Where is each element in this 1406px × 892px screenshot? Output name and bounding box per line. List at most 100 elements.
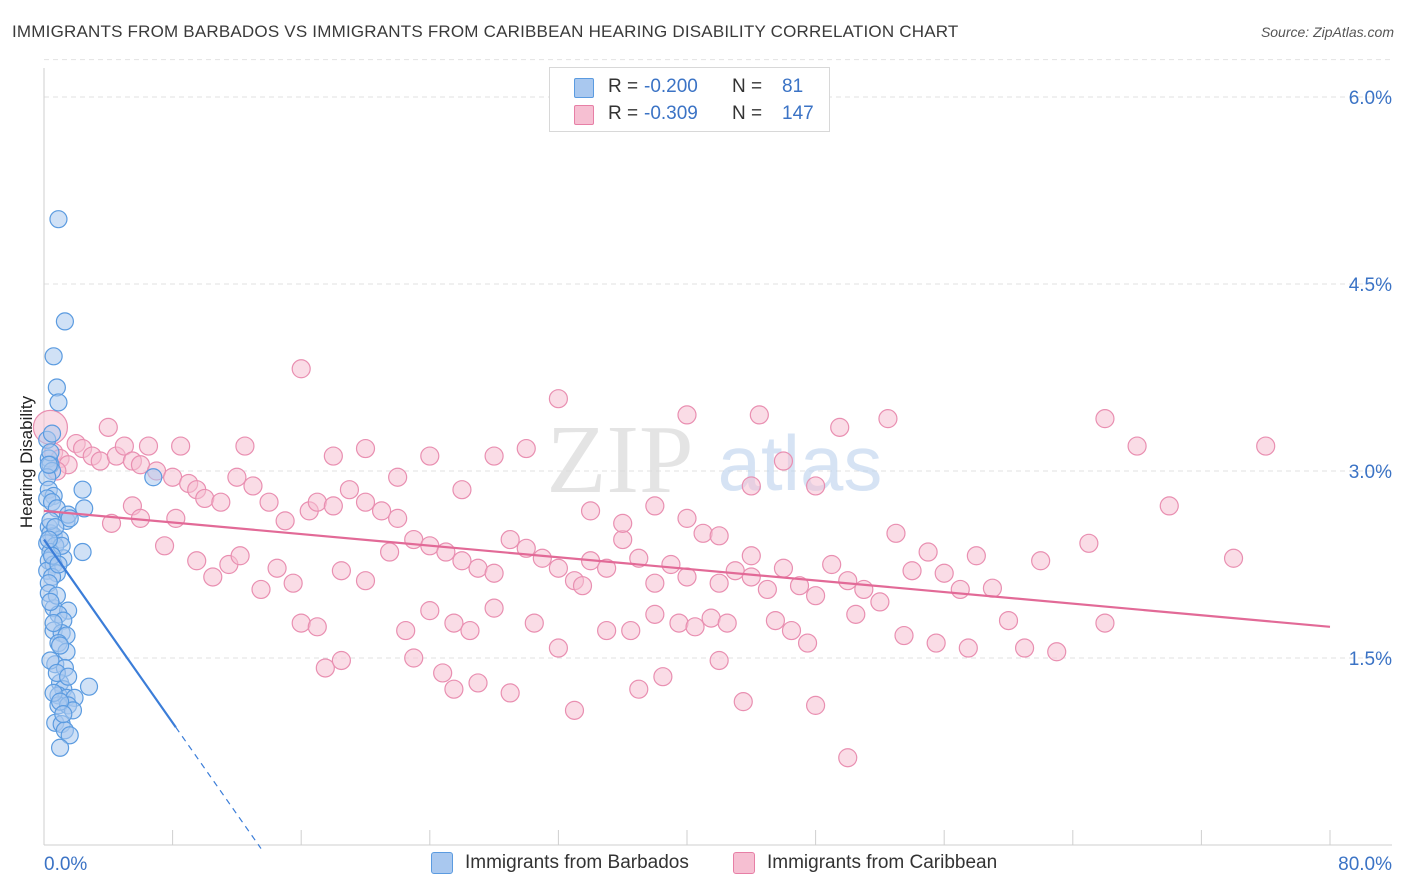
bottom-swatch-barbados — [431, 852, 453, 874]
caribbean-point — [1095, 613, 1115, 633]
caribbean-point — [918, 542, 938, 562]
barbados-point — [47, 378, 66, 397]
caribbean-point — [789, 576, 810, 596]
caribbean-point — [484, 598, 504, 618]
caribbean-point — [1159, 496, 1179, 516]
caribbean-point — [805, 695, 826, 715]
caribbean-point — [597, 558, 617, 578]
caribbean-point — [1127, 436, 1147, 456]
barbados-point — [54, 704, 73, 724]
barbados-point — [42, 424, 62, 443]
caribbean-point — [396, 620, 416, 641]
caribbean-point — [331, 650, 351, 671]
barbados-point — [73, 542, 92, 562]
caribbean-point — [444, 679, 464, 699]
caribbean-point — [661, 554, 681, 575]
caribbean-point — [741, 476, 761, 496]
caribbean-point — [966, 546, 986, 566]
caribbean-point — [323, 496, 343, 516]
caribbean-point — [98, 417, 118, 437]
caribbean-point — [805, 586, 826, 606]
barbados-point — [50, 636, 70, 655]
legend-n-value: 81 — [782, 76, 804, 97]
legend-r-value: -0.200 — [644, 76, 698, 97]
barbados-trend-line — [43, 538, 177, 728]
caribbean-point — [154, 536, 175, 556]
caribbean-point — [468, 673, 488, 693]
caribbean-point — [717, 613, 737, 633]
legend-n-label: N = — [732, 103, 763, 124]
caribbean-point — [452, 480, 472, 500]
caribbean-point — [597, 620, 617, 641]
caribbean-point — [838, 571, 858, 591]
barbados-point — [59, 667, 78, 686]
caribbean-point — [926, 633, 946, 653]
caribbean-point — [516, 438, 536, 459]
y-tick-label: 4.5% — [1349, 275, 1392, 296]
caribbean-point — [998, 610, 1019, 631]
caribbean-point — [114, 436, 134, 456]
barbados-point — [44, 613, 63, 633]
legend-row-caribbean: R = -0.309 N = 147 — [550, 101, 829, 127]
stats-legend: R = -0.200 N = 81 R = -0.309 N = 147 — [549, 67, 830, 132]
caribbean-point — [355, 492, 376, 512]
caribbean-point — [101, 513, 122, 533]
caribbean-point — [838, 748, 858, 768]
legend-n-label: N = — [732, 76, 763, 97]
caribbean-point — [315, 658, 335, 678]
caribbean-point — [709, 650, 729, 671]
bottom-swatch-caribbean — [733, 852, 755, 874]
caribbean-point — [433, 663, 453, 683]
bottom-legend-label: Immigrants from Caribbean — [767, 852, 998, 873]
caribbean-point — [749, 405, 769, 425]
caribbean-point — [548, 638, 569, 658]
watermark-zip: ZIP — [547, 406, 694, 514]
caribbean-point — [307, 617, 327, 637]
caribbean-point — [138, 436, 159, 456]
caribbean-point — [830, 417, 850, 437]
caribbean-point — [444, 613, 464, 633]
caribbean-point — [388, 508, 408, 528]
caribbean-point — [934, 563, 954, 583]
legend-r-value: -0.309 — [644, 103, 698, 124]
caribbean-trend-line — [43, 509, 1331, 628]
caribbean-point — [1014, 638, 1035, 658]
y-tick-label: 1.5% — [1349, 649, 1392, 670]
caribbean-point — [629, 679, 649, 699]
barbados-points — [38, 210, 163, 757]
caribbean-point — [693, 523, 713, 543]
caribbean-point — [307, 492, 327, 512]
barbados-point — [49, 393, 68, 412]
caribbean-point — [203, 567, 223, 587]
legend-n-value: 147 — [782, 103, 814, 124]
watermark-atlas: atlas — [718, 419, 883, 507]
x-tick-label-max: 80.0% — [1338, 854, 1392, 875]
caribbean-point — [580, 501, 601, 521]
caribbean-point — [235, 436, 255, 456]
caribbean-point — [1256, 436, 1276, 456]
caribbean-point — [171, 436, 191, 456]
caribbean-point — [227, 467, 247, 487]
caribbean-point — [291, 613, 311, 633]
caribbean-point — [773, 558, 794, 578]
caribbean-point — [267, 558, 287, 578]
caribbean-point — [243, 476, 263, 496]
caribbean-point — [685, 617, 705, 637]
gridlines — [44, 59, 1392, 659]
caribbean-point — [653, 667, 673, 687]
bottom-legend-caribbean: Immigrants from Caribbean — [733, 852, 997, 874]
caribbean-point — [822, 554, 842, 575]
caribbean-point — [548, 389, 569, 409]
caribbean-point — [291, 359, 311, 379]
caribbean-point — [765, 610, 786, 631]
caribbean-point — [275, 511, 295, 531]
barbados-point — [44, 347, 63, 366]
caribbean-point — [629, 548, 649, 568]
caribbean-point — [163, 467, 183, 487]
barbados-point — [55, 312, 74, 331]
caribbean-point — [846, 604, 866, 624]
caribbean-point — [484, 563, 504, 583]
barbados-point — [79, 677, 99, 696]
caribbean-point — [894, 625, 914, 646]
caribbean-point — [725, 561, 745, 581]
